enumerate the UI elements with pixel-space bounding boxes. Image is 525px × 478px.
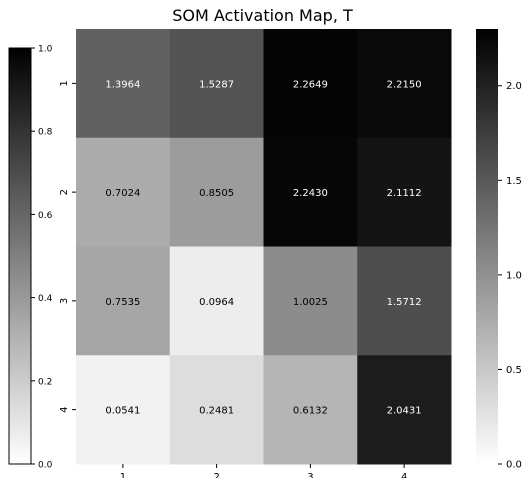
heatmap-cell-r4-c2	[169, 355, 264, 465]
y-tick-label: 3	[59, 298, 70, 304]
colorbar-left-tick-label: 0.4	[38, 294, 53, 304]
heatmap-cells	[76, 29, 452, 465]
cell-value-label: 2.1112	[387, 188, 422, 199]
cell-value-label: 0.2481	[199, 406, 234, 417]
colorbar-right-tick-label: 0.0	[506, 460, 522, 471]
heatmap-cell-r2-c4	[357, 137, 452, 247]
cell-value-label: 0.0541	[105, 406, 140, 417]
colorbar-left-tick-label: 0.8	[38, 128, 53, 138]
colorbar-left: 0.0 0.2 0.4 0.6 0.8 1.0	[8, 45, 53, 471]
cell-value-label: 1.5287	[199, 79, 234, 90]
chart-title: SOM Activation Map, T	[172, 6, 353, 25]
y-tick-label: 2	[59, 189, 70, 195]
colorbar-right-tick-label: 0.5	[506, 365, 522, 376]
heatmap-cell-labels: 1.3964 1.5287 2.2649 2.2150 0.7024 0.8505 2.24…	[105, 79, 421, 416]
colorbar-right-tick-label: 1.5	[506, 176, 522, 187]
heatmap-cell-r2-c3	[263, 137, 358, 247]
colorbar-left-tick-label: 0.0	[38, 461, 53, 471]
x-tick-label: 2	[213, 472, 219, 478]
colorbar-right-tick-label: 1.0	[506, 270, 522, 281]
colorbar-left-tick-label: 0.6	[38, 211, 53, 221]
colorbar-right-tick-label: 2.0	[506, 81, 522, 92]
heatmap-cell-r3-c4	[357, 246, 452, 356]
x-tick-label: 1	[120, 472, 126, 478]
colorbar-left-gradient	[8, 47, 32, 465]
colorbar-left-tick-label: 1.0	[38, 45, 53, 55]
heatmap-cell-r1-c2	[169, 29, 264, 139]
heatmap-cell-r3-c2	[169, 246, 264, 356]
cell-value-label: 0.7024	[105, 188, 140, 199]
x-tick-label: 4	[401, 472, 407, 478]
y-axis: 1 2 3 4	[59, 80, 76, 413]
heatmap-cell-r3-c1	[76, 246, 171, 356]
heatmap-cell-r1-c4	[357, 29, 452, 139]
cell-value-label: 2.2649	[293, 79, 328, 90]
heatmap-cell-r2-c1	[76, 137, 171, 247]
y-tick-label: 4	[59, 406, 70, 412]
cell-value-label: 1.0025	[293, 297, 328, 308]
cell-value-label: 0.8505	[199, 188, 234, 199]
heatmap-cell-r4-c3	[263, 355, 358, 465]
cell-value-label: 2.0431	[387, 406, 422, 417]
colorbar-right-gradient	[476, 29, 498, 464]
heatmap-cell-r2-c2	[169, 137, 264, 247]
cell-value-label: 1.3964	[105, 79, 140, 90]
colorbar-right: 0.0 0.5 1.0 1.5 2.0	[476, 29, 522, 471]
heatmap-cell-r1-c3	[263, 29, 358, 139]
heatmap-cell-r4-c1	[76, 355, 171, 465]
cell-value-label: 2.2150	[387, 79, 422, 90]
cell-value-label: 0.7535	[105, 297, 140, 308]
cell-value-label: 2.2430	[293, 188, 328, 199]
colorbar-left-tick-label: 0.2	[38, 377, 52, 387]
cell-value-label: 0.0964	[199, 297, 234, 308]
cell-value-label: 0.6132	[293, 406, 328, 417]
heatmap-cell-r1-c1	[76, 29, 171, 139]
cell-value-label: 1.5712	[387, 297, 422, 308]
x-axis: 1 2 3 4	[120, 464, 407, 478]
y-tick-label: 1	[59, 80, 70, 86]
heatmap-cell-r3-c3	[263, 246, 358, 356]
x-tick-label: 3	[307, 472, 313, 478]
heatmap-cell-r4-c4	[357, 355, 452, 465]
